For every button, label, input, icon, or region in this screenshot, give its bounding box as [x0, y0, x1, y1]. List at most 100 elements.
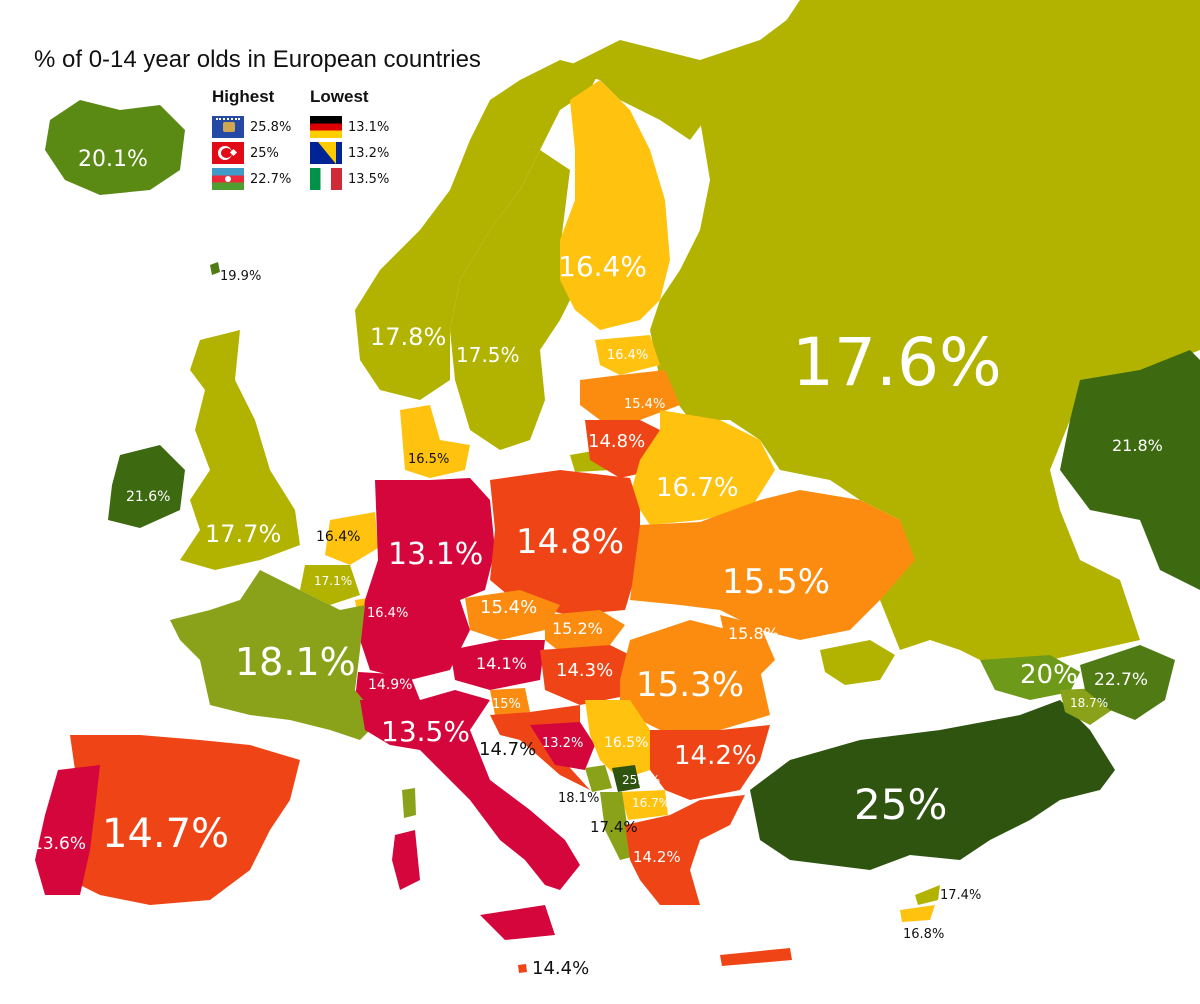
country-slovakia [545, 610, 625, 652]
island-crete [720, 948, 792, 966]
country-russia [650, 0, 1200, 665]
label-georgia: 20% [1020, 660, 1078, 690]
legend-value: 25% [250, 145, 279, 161]
legend-lowest-heading: Lowest [310, 87, 369, 106]
label-albania: 17.4% [590, 818, 638, 836]
country-faroe [210, 262, 220, 275]
label-slovakia: 15.2% [552, 619, 603, 638]
country-latvia [580, 370, 680, 420]
country-italy [360, 690, 580, 890]
label-estonia: 16.4% [607, 348, 649, 363]
label-kazakhstan: 21.8% [1112, 436, 1163, 455]
country-czechia [465, 590, 560, 640]
label-germany: 13.1% [388, 537, 484, 572]
country-azerbaijan [1080, 645, 1175, 720]
island-corsica [402, 788, 416, 818]
germany-flag-icon [310, 116, 342, 138]
legend-highest-row-3: 22.7% [212, 168, 291, 190]
label-denmark: 16.5% [408, 452, 450, 467]
label-hungary: 14.3% [556, 660, 614, 681]
label-cyprus: 16.8% [903, 927, 945, 942]
label-switzerland: 14.9% [368, 677, 413, 693]
country-france [170, 570, 380, 740]
legend-value: 22.7% [250, 171, 292, 187]
country-ireland [108, 445, 185, 528]
label-portugal: 13.6% [32, 834, 87, 854]
kosovo-flag-icon [212, 116, 244, 138]
country-estonia [595, 335, 660, 375]
label-croatia: 14.7% [479, 739, 537, 760]
label-belgium: 17.1% [314, 574, 353, 588]
country-poland [490, 470, 640, 615]
label-latvia: 15.4% [624, 397, 666, 412]
label-norway: 17.8% [370, 323, 447, 351]
label-slovenia: 15% [492, 697, 521, 712]
island-sicily [480, 905, 555, 940]
legend-lowest-row-2: 13.2% [310, 142, 389, 164]
label-bosnia: 13.2% [542, 736, 584, 751]
azerbaijan-flag-icon [212, 168, 244, 190]
country-georgia [980, 655, 1080, 700]
label-russia: 17.6% [792, 324, 1002, 401]
label-montenegro: 18.1% [558, 791, 600, 806]
country-moldova [720, 615, 775, 680]
country-norway [355, 60, 600, 400]
label-ukraine: 15.5% [722, 562, 831, 602]
country-germany [360, 478, 495, 680]
country-spain [70, 735, 300, 905]
country-serbia [585, 700, 650, 780]
label-greece: 14.2% [633, 848, 681, 866]
label-armenia: 18.7% [1070, 696, 1109, 710]
country-bulgaria [650, 725, 770, 800]
legend-value: 13.1% [348, 119, 390, 135]
legend-value: 25.8% [250, 119, 292, 135]
label-moldova: 15.8% [728, 624, 779, 643]
label-faroe: 19.9% [220, 269, 262, 284]
country-cyprus-north [915, 885, 940, 905]
country-greece [625, 795, 745, 905]
label-czechia: 15.4% [480, 597, 538, 618]
label-luxembourg: 16.4% [367, 606, 409, 621]
turkey-flag-icon [212, 142, 244, 164]
label-romania: 15.3% [636, 665, 745, 705]
country-cyprus [900, 905, 935, 922]
label-turkey: 25% [854, 780, 948, 829]
label-iceland: 20.1% [78, 147, 148, 172]
map-title: % of 0-14 year olds in European countrie… [34, 46, 481, 73]
legend-value: 13.2% [348, 145, 390, 161]
bosnia-flag-icon [310, 142, 342, 164]
legend-lowest-row-3: 13.5% [310, 168, 389, 190]
country-ukraine [630, 490, 915, 640]
label-ireland: 21.6% [126, 489, 171, 505]
italy-flag-icon [310, 168, 342, 190]
label-italy: 13.5% [381, 715, 470, 748]
country-bosnia [530, 722, 595, 770]
region-crimea [820, 640, 895, 685]
label-belarus: 16.7% [656, 473, 739, 503]
label-serbia: 16.5% [604, 735, 649, 751]
country-slovenia [490, 688, 530, 715]
island-sardinia [392, 830, 420, 890]
label-kosovo: 25.8% [622, 773, 661, 787]
legend-highest-row-2: 25% [212, 142, 279, 164]
label-spain: 14.7% [102, 811, 230, 857]
country-kosovo [612, 765, 640, 792]
legend-value: 13.5% [348, 171, 390, 187]
country-iceland [45, 100, 185, 195]
country-uk [180, 330, 300, 570]
label-cyprus-north: 17.4% [940, 888, 982, 903]
label-bulgaria: 14.2% [674, 741, 757, 771]
legend-highest-row-1: 25.8% [212, 116, 291, 138]
country-russia-north [560, 10, 800, 140]
country-malta [518, 964, 527, 973]
label-lithuania: 14.8% [588, 431, 646, 452]
label-sweden: 17.5% [456, 343, 520, 367]
country-romania [620, 620, 770, 730]
country-portugal [35, 765, 100, 895]
label-poland: 14.8% [516, 522, 625, 562]
country-hungary [540, 645, 640, 705]
country-austria [450, 640, 545, 690]
label-uk: 17.7% [205, 520, 282, 548]
country-montenegro [585, 765, 612, 792]
country-belgium [300, 565, 360, 605]
